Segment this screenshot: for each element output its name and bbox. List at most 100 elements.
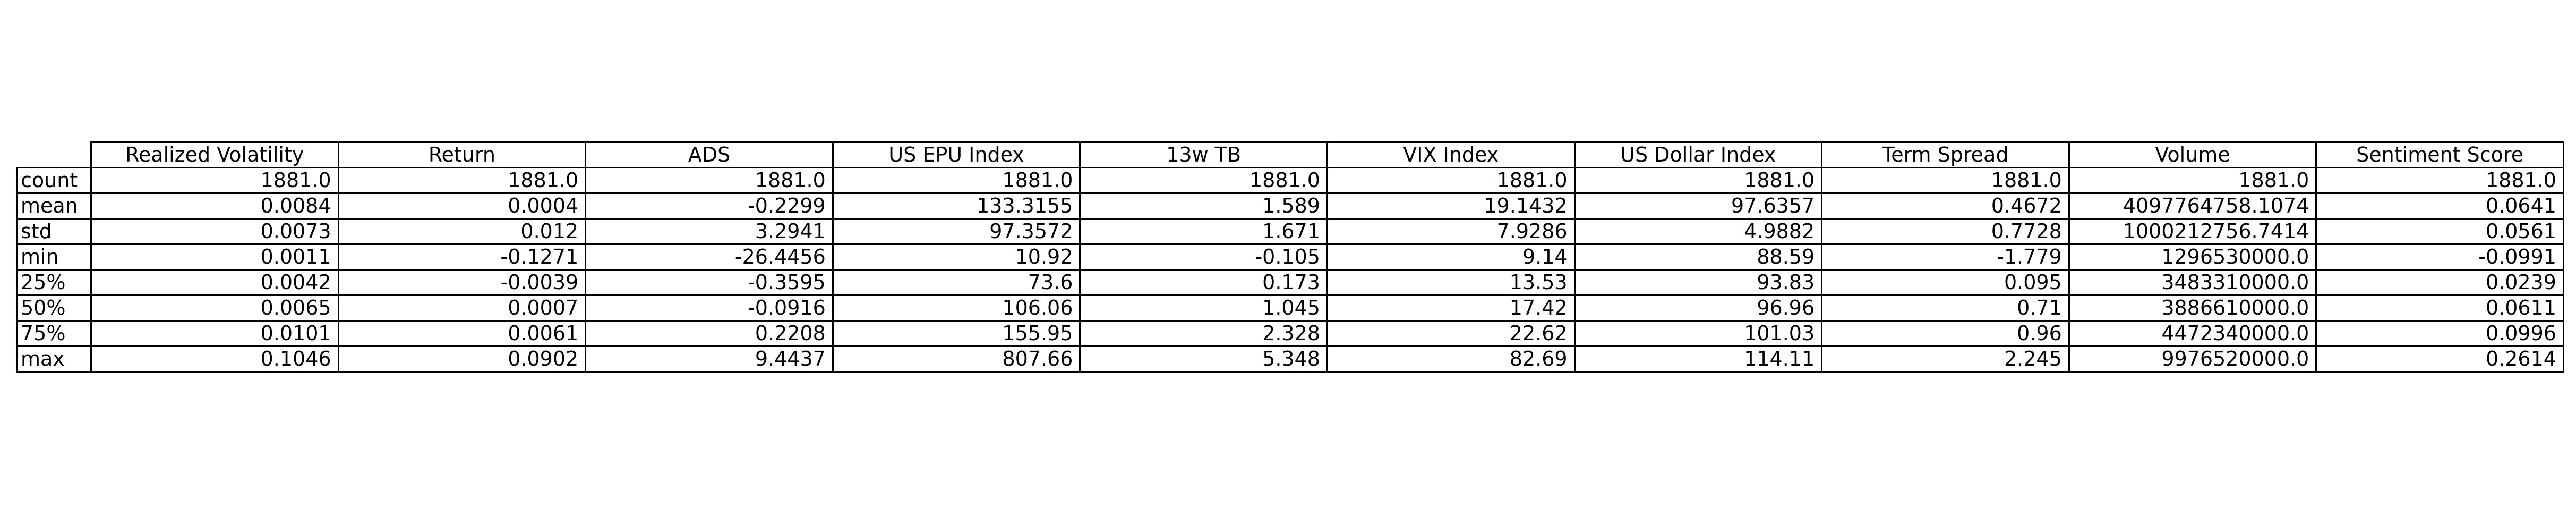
table-cell: 0.0004 (337, 192, 587, 220)
table-cell: 0.0084 (90, 192, 339, 220)
table-cell: 1881.0 (832, 167, 1081, 194)
table-cell: 0.0073 (90, 218, 339, 245)
table-cell: 0.173 (1079, 269, 1328, 296)
table-cell: 0.0065 (90, 294, 339, 322)
table-row: max 0.1046 0.0902 9.4437 807.66 5.348 82.69 114… (16, 345, 2564, 373)
table-cell: 3483310000.0 (2068, 269, 2317, 296)
table-row: min 0.0011 -0.1271 -26.4456 10.92 -0.105 9.14 8… (16, 243, 2564, 271)
table-cell: 0.71 (1821, 294, 2070, 322)
table-cell: -0.0916 (585, 294, 834, 322)
table-cell: 1.045 (1079, 294, 1328, 322)
table-cell: 0.7728 (1821, 218, 2070, 245)
table-cell: 807.66 (832, 345, 1081, 373)
table-cell: -26.4456 (585, 243, 834, 271)
column-header: Volume (2068, 141, 2317, 168)
header-row: Realized Volatility Return ADS US EPU Index… (16, 141, 2564, 168)
column-header: Realized Volatility (90, 141, 339, 168)
row-label: max (16, 345, 92, 373)
table-cell: 7.9286 (1326, 218, 1576, 245)
table-cell: 0.0996 (2315, 320, 2564, 347)
table-row: mean 0.0084 0.0004 -0.2299 133.3155 1.589 19.1… (16, 192, 2564, 220)
table-cell: 155.95 (832, 320, 1081, 347)
table-header: Realized Volatility Return ADS US EPU Index… (16, 141, 2564, 168)
column-header: Term Spread (1821, 141, 2070, 168)
column-header: Return (337, 141, 587, 168)
table-cell: 10.92 (832, 243, 1081, 271)
table-cell: 9.4437 (585, 345, 834, 373)
table-cell: 0.0042 (90, 269, 339, 296)
table-cell: 2.245 (1821, 345, 2070, 373)
table-cell: 96.96 (1573, 294, 1823, 322)
table-cell: 0.1046 (90, 345, 339, 373)
table-cell: 114.11 (1573, 345, 1823, 373)
row-label: 50% (16, 294, 92, 322)
table-cell: -0.0991 (2315, 243, 2564, 271)
summary-statistics-table: Realized Volatility Return ADS US EPU Index… (16, 141, 2564, 373)
table-cell: 106.06 (832, 294, 1081, 322)
table-cell: 5.348 (1079, 345, 1328, 373)
row-label: mean (16, 192, 92, 220)
table-cell: 2.328 (1079, 320, 1328, 347)
table-cell: 1881.0 (1821, 167, 2070, 194)
corner-cell (16, 142, 92, 168)
row-label: 75% (16, 320, 92, 347)
table-cell: 19.1432 (1326, 192, 1576, 220)
table-cell: 0.0641 (2315, 192, 2564, 220)
table-row: count 1881.0 1881.0 1881.0 1881.0 1881.0 1881.… (16, 167, 2564, 194)
table-cell: 1.589 (1079, 192, 1328, 220)
table-cell: 4.9882 (1573, 218, 1823, 245)
row-label: min (16, 243, 92, 271)
table-cell: 0.0611 (2315, 294, 2564, 322)
table-cell: 0.0061 (337, 320, 587, 347)
column-header: VIX Index (1326, 141, 1576, 168)
table-cell: -0.1271 (337, 243, 587, 271)
column-header: ADS (585, 141, 834, 168)
table-cell: 82.69 (1326, 345, 1576, 373)
column-header: US EPU Index (832, 141, 1081, 168)
table-row: std 0.0073 0.012 3.2941 97.3572 1.671 7.9286 4.… (16, 218, 2564, 245)
table-cell: 3.2941 (585, 218, 834, 245)
table-cell: 1296530000.0 (2068, 243, 2317, 271)
table-cell: 0.0239 (2315, 269, 2564, 296)
table-cell: -0.3595 (585, 269, 834, 296)
table-cell: -0.2299 (585, 192, 834, 220)
table-cell: 0.0011 (90, 243, 339, 271)
table-body: count 1881.0 1881.0 1881.0 1881.0 1881.0 1881.… (16, 167, 2564, 373)
table-cell: 0.4672 (1821, 192, 2070, 220)
table-cell: 13.53 (1326, 269, 1576, 296)
table-cell: 0.96 (1821, 320, 2070, 347)
table-cell: 93.83 (1573, 269, 1823, 296)
table-cell: 1881.0 (2315, 167, 2564, 194)
table-cell: -0.105 (1079, 243, 1328, 271)
table-cell: 73.6 (832, 269, 1081, 296)
table-cell: 1881.0 (1326, 167, 1576, 194)
table-cell: 17.42 (1326, 294, 1576, 322)
table-cell: 0.0101 (90, 320, 339, 347)
table-cell: 9.14 (1326, 243, 1576, 271)
column-header: 13w TB (1079, 141, 1328, 168)
row-label: count (16, 167, 92, 194)
column-header: US Dollar Index (1573, 141, 1823, 168)
table-cell: 133.3155 (832, 192, 1081, 220)
table-cell: 4097764758.1074 (2068, 192, 2317, 220)
table-cell: 1881.0 (2068, 167, 2317, 194)
column-header: Sentiment Score (2315, 141, 2564, 168)
table-row: 25% 0.0042 -0.0039 -0.3595 73.6 0.173 13.53 93.… (16, 269, 2564, 296)
table-cell: 3886610000.0 (2068, 294, 2317, 322)
row-label: std (16, 218, 92, 245)
table-cell: 101.03 (1573, 320, 1823, 347)
table-cell: 9976520000.0 (2068, 345, 2317, 373)
table-cell: 97.6357 (1573, 192, 1823, 220)
table-cell: 88.59 (1573, 243, 1823, 271)
table-cell: -1.779 (1821, 243, 2070, 271)
table-cell: 1881.0 (1573, 167, 1823, 194)
table-cell: 0.2208 (585, 320, 834, 347)
table-row: 50% 0.0065 0.0007 -0.0916 106.06 1.045 17.42 96… (16, 294, 2564, 322)
table-cell: 4472340000.0 (2068, 320, 2317, 347)
table-cell: 22.62 (1326, 320, 1576, 347)
table-cell: 0.012 (337, 218, 587, 245)
table-cell: 0.2614 (2315, 345, 2564, 373)
table-cell: -0.0039 (337, 269, 587, 296)
table-cell: 1881.0 (337, 167, 587, 194)
table-cell: 0.095 (1821, 269, 2070, 296)
